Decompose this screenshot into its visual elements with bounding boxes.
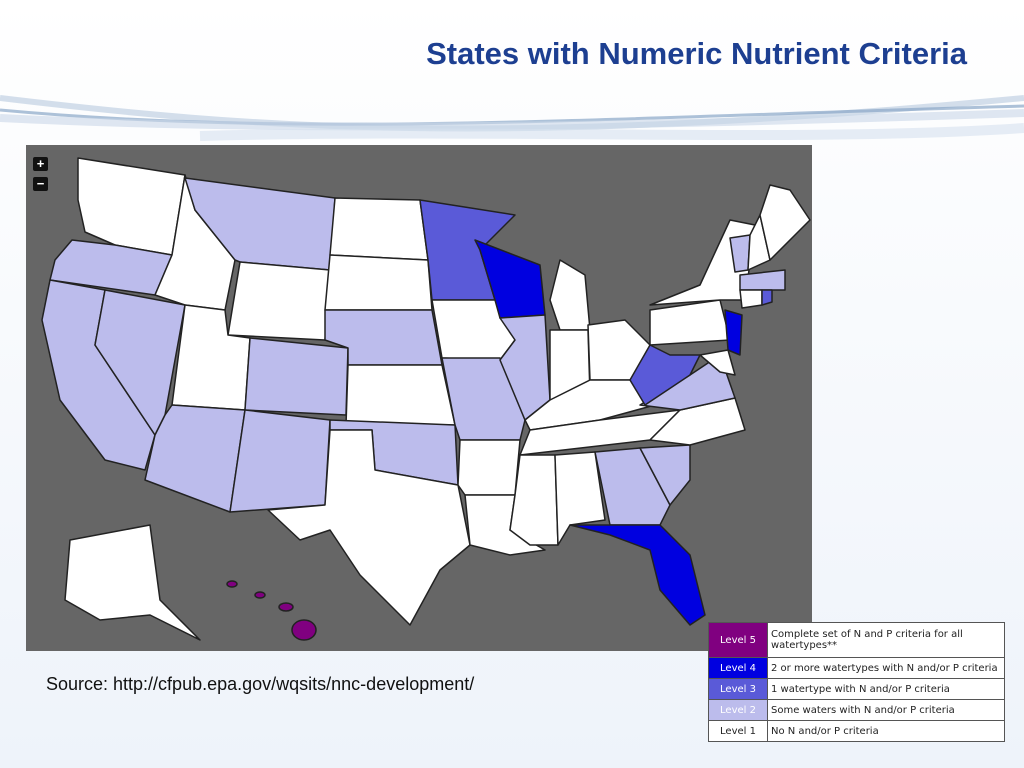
state	[724, 309, 743, 356]
legend-level: Level 4	[708, 657, 768, 679]
legend-table: Level 5 Complete set of N and P criteria …	[708, 622, 1005, 742]
zoom-in-button[interactable]: +	[33, 157, 48, 171]
state	[324, 254, 433, 311]
legend-row: Level 1 No N and/or P criteria	[708, 720, 1005, 742]
state	[759, 184, 811, 261]
us-map	[26, 145, 812, 651]
state	[291, 619, 317, 641]
legend-description: No N and/or P criteria	[767, 720, 1005, 742]
state	[639, 444, 691, 506]
slide-title: States with Numeric Nutrient Criteria	[426, 36, 967, 71]
state	[739, 269, 786, 291]
legend-level: Level 2	[708, 699, 768, 721]
state	[254, 591, 266, 599]
legend-description: 1 watertype with N and/or P criteria	[767, 678, 1005, 700]
state	[278, 602, 294, 612]
state	[227, 261, 331, 341]
state	[329, 197, 429, 261]
source-text: Source: http://cfpub.epa.gov/wqsits/nnc-…	[46, 674, 475, 694]
legend-row: Level 2 Some waters with N and/or P crite…	[708, 699, 1005, 721]
legend-description: Complete set of N and P criteria for all…	[767, 622, 1005, 658]
state	[699, 349, 736, 376]
zoom-out-button[interactable]: −	[33, 177, 48, 191]
state	[569, 524, 706, 626]
state	[457, 439, 521, 496]
header-decoration	[0, 95, 1024, 141]
state	[64, 524, 201, 641]
state	[739, 289, 763, 309]
state	[267, 429, 471, 626]
state	[554, 451, 606, 546]
legend-level: Level 5	[708, 622, 768, 658]
state	[244, 337, 349, 416]
state	[229, 409, 331, 513]
legend-description: Some waters with N and/or P criteria	[767, 699, 1005, 721]
legend-level: Level 3	[708, 678, 768, 700]
legend-row: Level 5 Complete set of N and P criteria …	[708, 622, 1005, 658]
state	[594, 447, 671, 526]
state	[345, 364, 456, 426]
states	[41, 157, 811, 641]
state	[761, 289, 773, 306]
legend-description: 2 or more watertypes with N and/or P cri…	[767, 657, 1005, 679]
state	[226, 580, 238, 588]
legend-level: Level 1	[708, 720, 768, 742]
state	[649, 397, 746, 446]
